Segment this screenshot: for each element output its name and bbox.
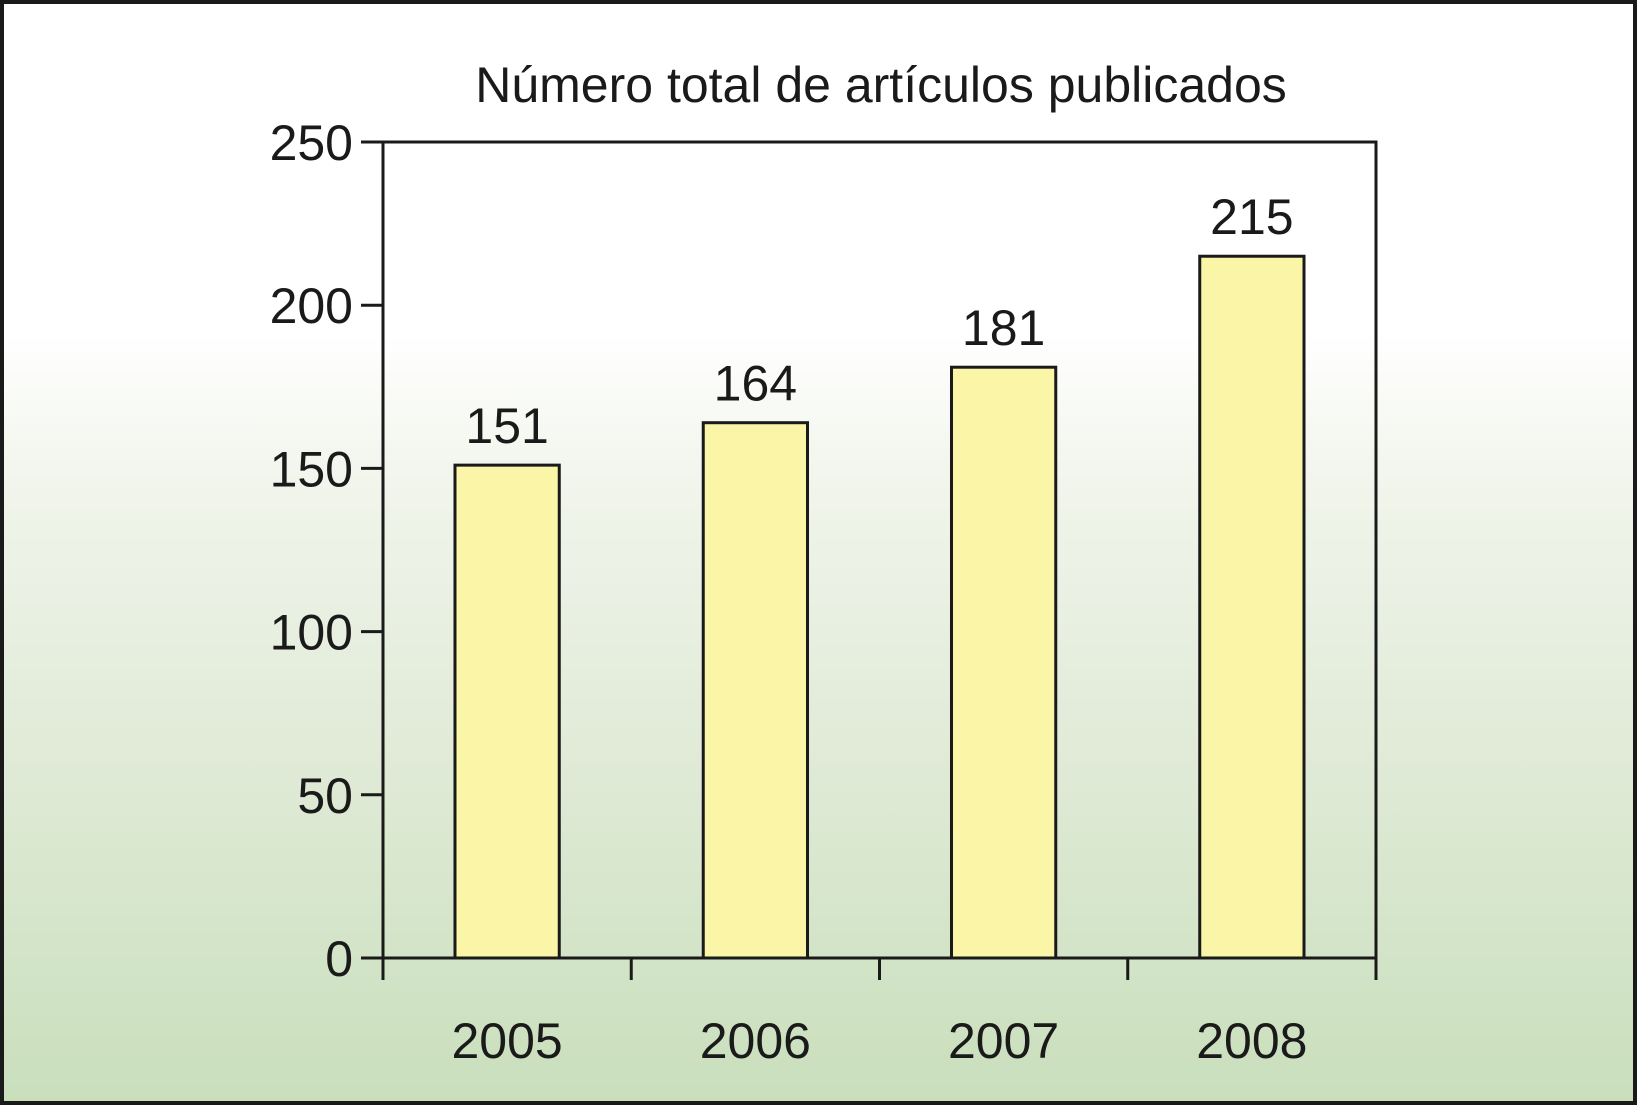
x-tick-label: 2006 bbox=[700, 1013, 811, 1069]
chart-title: Número total de artículos publicados bbox=[475, 57, 1287, 113]
y-tick-label: 50 bbox=[297, 768, 353, 824]
y-tick-label: 100 bbox=[270, 605, 353, 661]
y-tick-label: 250 bbox=[270, 115, 353, 171]
x-tick-label: 2005 bbox=[452, 1013, 563, 1069]
data-label: 215 bbox=[1210, 189, 1293, 245]
plot-area: 0 50 100 150 200 250 151 2005 164 2006 181 2007 215 2… bbox=[270, 115, 1378, 1069]
bar-chart: Número total de artículos publicados 0 50… bbox=[270, 57, 1378, 1069]
bar bbox=[949, 365, 1058, 960]
bar bbox=[701, 421, 810, 960]
data-label: 181 bbox=[962, 300, 1045, 356]
x-tick-label: 2008 bbox=[1196, 1013, 1307, 1069]
y-tick-label: 200 bbox=[270, 278, 353, 334]
data-label: 151 bbox=[465, 398, 548, 454]
y-tick-label: 0 bbox=[325, 931, 353, 987]
bar bbox=[453, 463, 561, 960]
x-tick-label: 2007 bbox=[948, 1013, 1059, 1069]
y-tick-label: 150 bbox=[270, 441, 353, 497]
data-label: 164 bbox=[714, 356, 797, 412]
bar bbox=[1198, 254, 1306, 960]
